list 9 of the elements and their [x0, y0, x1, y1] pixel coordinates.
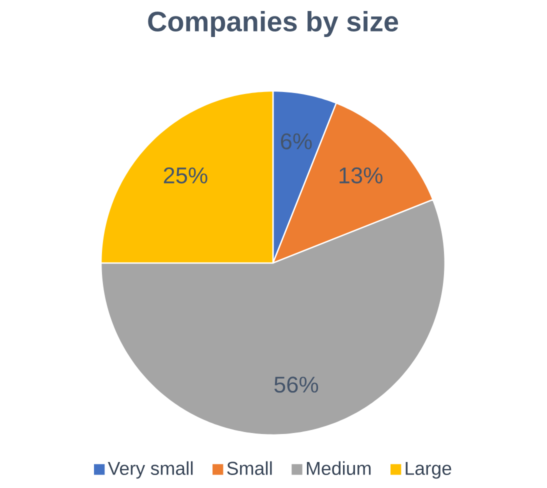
chart-title: Companies by size: [148, 10, 398, 38]
data-label: 6%: [280, 133, 312, 150]
data-label: 13%: [340, 167, 382, 184]
legend-label: Medium: [306, 461, 371, 475]
legend-label: Very small: [108, 461, 193, 479]
data-label: 25%: [164, 167, 208, 184]
legend-label: Small: [227, 461, 272, 475]
legend-label: Large: [406, 462, 452, 479]
data-label: 56%: [274, 376, 318, 393]
